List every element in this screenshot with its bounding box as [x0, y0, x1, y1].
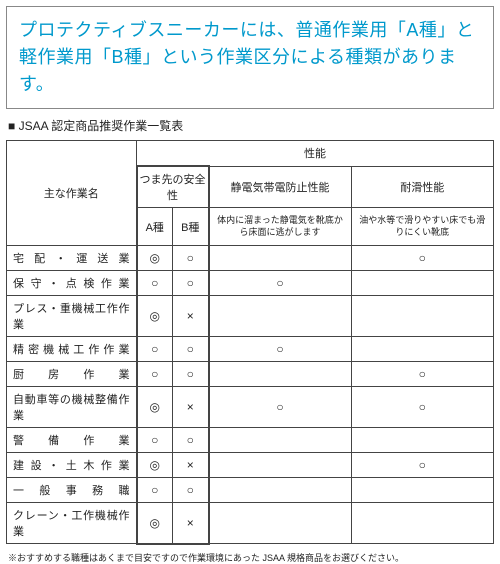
- header-box: プロテクティブスニーカーには、普通作業用「A種」と軽作業用「B種」という作業区分…: [6, 6, 494, 109]
- a-type-cell: ○: [137, 428, 173, 453]
- col-static-desc: 体内に溜まった静電気を靴底から床面に逃がします: [209, 208, 352, 246]
- slip-cell: ○: [351, 453, 494, 478]
- static-cell: ○: [209, 387, 352, 428]
- b-type-cell: ○: [173, 362, 209, 387]
- table-row: 保守・点検作業○○○: [7, 271, 494, 296]
- a-type-cell: ○: [137, 478, 173, 503]
- a-type-cell: ○: [137, 271, 173, 296]
- b-type-cell: ○: [173, 428, 209, 453]
- slip-cell: [351, 478, 494, 503]
- b-type-cell: ○: [173, 337, 209, 362]
- static-cell: [209, 428, 352, 453]
- work-name-cell: プレス・重機械工作作業: [7, 296, 137, 337]
- a-type-cell: ○: [137, 362, 173, 387]
- table-row: 厨房作業○○○: [7, 362, 494, 387]
- a-type-cell: ◎: [137, 387, 173, 428]
- table-row: 一般事務職○○: [7, 478, 494, 503]
- slip-cell: ○: [351, 387, 494, 428]
- table-row: プレス・重機械工作作業◎×: [7, 296, 494, 337]
- work-name-cell: 厨房作業: [7, 362, 137, 387]
- static-cell: ○: [209, 271, 352, 296]
- b-type-cell: ×: [173, 387, 209, 428]
- col-toe-safety: つま先の安全性: [137, 166, 209, 208]
- table-body: 宅配・運送業◎○○保守・点検作業○○○プレス・重機械工作作業◎×精密機械工作作業…: [7, 246, 494, 544]
- table-wrap: 主な作業名 性能 つま先の安全性 静電気帯電防止性能 耐滑性能 A種 B種 体内…: [0, 140, 500, 545]
- static-cell: [209, 478, 352, 503]
- col-a-type: A種: [137, 208, 173, 246]
- slip-cell: [351, 296, 494, 337]
- col-work-name: 主な作業名: [7, 141, 137, 246]
- b-type-cell: ×: [173, 296, 209, 337]
- slip-cell: [351, 503, 494, 544]
- static-cell: [209, 503, 352, 544]
- table-row: 精密機械工作作業○○○: [7, 337, 494, 362]
- slip-cell: [351, 428, 494, 453]
- work-name-cell: 精密機械工作作業: [7, 337, 137, 362]
- slip-cell: ○: [351, 362, 494, 387]
- work-name-cell: 宅配・運送業: [7, 246, 137, 271]
- a-type-cell: ◎: [137, 503, 173, 544]
- col-static-title: 静電気帯電防止性能: [209, 166, 352, 208]
- work-name-cell: クレーン・工作機械作業: [7, 503, 137, 544]
- b-type-cell: ○: [173, 246, 209, 271]
- slip-cell: ○: [351, 246, 494, 271]
- col-performance: 性能: [137, 141, 494, 167]
- b-type-cell: ×: [173, 453, 209, 478]
- spec-table: 主な作業名 性能 つま先の安全性 静電気帯電防止性能 耐滑性能 A種 B種 体内…: [6, 140, 494, 545]
- static-cell: ○: [209, 337, 352, 362]
- static-cell: [209, 246, 352, 271]
- static-cell: [209, 362, 352, 387]
- table-row: 自動車等の機械整備作業◎×○○: [7, 387, 494, 428]
- table-head-row: 主な作業名 性能: [7, 141, 494, 167]
- a-type-cell: ○: [137, 337, 173, 362]
- footnote: ※おすすめする職種はあくまで目安ですので作業環境にあった JSAA 規格商品をお…: [8, 551, 492, 564]
- table-row: 宅配・運送業◎○○: [7, 246, 494, 271]
- col-slip-title: 耐滑性能: [351, 166, 494, 208]
- work-name-cell: 建設・土木作業: [7, 453, 137, 478]
- col-slip-desc: 油や水等で滑りやすい床でも滑りにくい靴底: [351, 208, 494, 246]
- work-name-cell: 一般事務職: [7, 478, 137, 503]
- b-type-cell: ○: [173, 271, 209, 296]
- work-name-cell: 自動車等の機械整備作業: [7, 387, 137, 428]
- slip-cell: [351, 271, 494, 296]
- table-row: クレーン・工作機械作業◎×: [7, 503, 494, 544]
- slip-cell: [351, 337, 494, 362]
- header-text: プロテクティブスニーカーには、普通作業用「A種」と軽作業用「B種」という作業区分…: [19, 17, 481, 98]
- b-type-cell: ×: [173, 503, 209, 544]
- a-type-cell: ◎: [137, 296, 173, 337]
- table-title: ■ JSAA 認定商品推奨作業一覧表: [8, 117, 500, 134]
- table-row: 建設・土木作業◎× ○: [7, 453, 494, 478]
- a-type-cell: ◎: [137, 453, 173, 478]
- work-name-cell: 保守・点検作業: [7, 271, 137, 296]
- static-cell: [209, 453, 352, 478]
- b-type-cell: ○: [173, 478, 209, 503]
- static-cell: [209, 296, 352, 337]
- table-row: 警備作業○○: [7, 428, 494, 453]
- a-type-cell: ◎: [137, 246, 173, 271]
- col-b-type: B種: [173, 208, 209, 246]
- work-name-cell: 警備作業: [7, 428, 137, 453]
